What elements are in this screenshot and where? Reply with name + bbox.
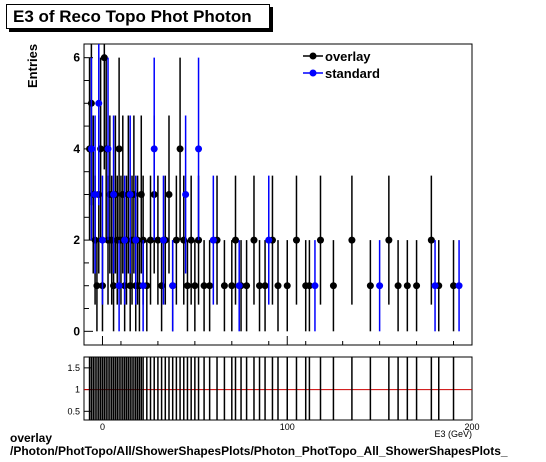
overlay-point xyxy=(329,282,337,290)
footer-line-1: overlay xyxy=(10,431,53,445)
standard-point xyxy=(115,282,123,290)
ratio-y-tick-label: 1 xyxy=(75,385,80,395)
overlay-point xyxy=(93,282,101,290)
ratio-plot-area: 0.5 1 1.5 0 100 200 xyxy=(67,356,480,432)
legend-marker xyxy=(309,69,317,77)
overlay-point xyxy=(403,282,411,290)
main-plot-area: 0 2 4 6 xyxy=(73,43,473,346)
standard-point xyxy=(139,282,147,290)
overlay-point xyxy=(292,236,300,244)
overlay-point xyxy=(206,282,214,290)
standard-point xyxy=(98,236,106,244)
ratio-y-tick-label: 1.5 xyxy=(67,363,80,373)
standard-point xyxy=(110,191,118,198)
standard-point xyxy=(150,145,158,153)
y-tick-label: 0 xyxy=(73,324,80,338)
legend-marker xyxy=(309,52,317,60)
overlay-point xyxy=(348,236,356,244)
overlay-point xyxy=(172,236,180,244)
overlay-point xyxy=(261,282,269,290)
standard-point xyxy=(195,145,203,153)
overlay-point xyxy=(450,282,458,290)
chart-marks xyxy=(86,44,463,332)
overlay-point xyxy=(228,282,236,290)
overlay-point xyxy=(413,282,421,290)
legend: overlay standard xyxy=(303,49,380,81)
standard-point xyxy=(431,282,439,290)
overlay-point xyxy=(427,236,435,244)
overlay-point xyxy=(274,282,282,290)
ratio-x-tick-label: 0 xyxy=(100,422,105,432)
standard-point xyxy=(132,236,140,244)
ratio-x-tick-label: 200 xyxy=(464,422,479,432)
standard-point xyxy=(95,99,103,107)
y-tick-label: 2 xyxy=(73,233,80,247)
overlay-point xyxy=(115,145,123,153)
overlay-point xyxy=(394,282,402,290)
y-axis-label: Entries xyxy=(25,44,40,88)
overlay-point xyxy=(147,236,155,244)
overlay-point xyxy=(220,282,228,290)
footer-line-2: /Photon/PhotTopo/All/ShowerShapesPlots/P… xyxy=(10,444,508,458)
overlay-point xyxy=(385,236,393,244)
standard-point xyxy=(265,236,273,244)
standard-point xyxy=(182,191,190,198)
standard-point xyxy=(126,191,134,198)
overlay-point xyxy=(183,282,191,290)
standard-point xyxy=(376,282,384,290)
standard-point xyxy=(91,191,99,198)
chart-title: E3 of Reco Topo Phot Photon xyxy=(13,7,252,26)
standard-point xyxy=(235,282,243,290)
standard-point xyxy=(455,282,463,290)
overlay-point xyxy=(187,236,195,244)
overlay-point xyxy=(232,236,240,244)
overlay-point xyxy=(154,236,162,244)
overlay-point xyxy=(200,282,208,290)
standard-point xyxy=(87,145,95,153)
overlay-point xyxy=(305,282,313,290)
footer-caption: overlay /Photon/PhotTopo/All/ShowerShape… xyxy=(10,432,508,458)
title-box: E3 of Reco Topo Phot Photon xyxy=(6,4,270,29)
standard-point xyxy=(209,236,217,244)
y-tick-label: 6 xyxy=(73,51,80,65)
standard-point xyxy=(104,145,112,153)
legend-label: standard xyxy=(325,66,380,81)
overlay-point xyxy=(366,282,374,290)
standard-point xyxy=(169,282,177,290)
overlay-point xyxy=(176,145,184,153)
overlay-point xyxy=(256,282,264,290)
overlay-point xyxy=(110,282,118,290)
standard-point xyxy=(311,282,319,290)
overlay-point xyxy=(283,282,291,290)
legend-label: overlay xyxy=(325,49,371,64)
x-axis-label: E3 (GeV) xyxy=(434,429,472,439)
standard-point xyxy=(159,236,167,244)
overlay-point xyxy=(243,282,251,290)
overlay-point xyxy=(250,236,258,244)
ratio-x-tick-label: 100 xyxy=(280,422,295,432)
overlay-point xyxy=(191,282,199,290)
standard-point xyxy=(121,236,129,244)
overlay-point xyxy=(316,236,324,244)
overlay-point xyxy=(165,191,173,198)
ratio-y-tick-label: 0.5 xyxy=(67,406,80,416)
y-tick-label: 4 xyxy=(73,142,80,156)
